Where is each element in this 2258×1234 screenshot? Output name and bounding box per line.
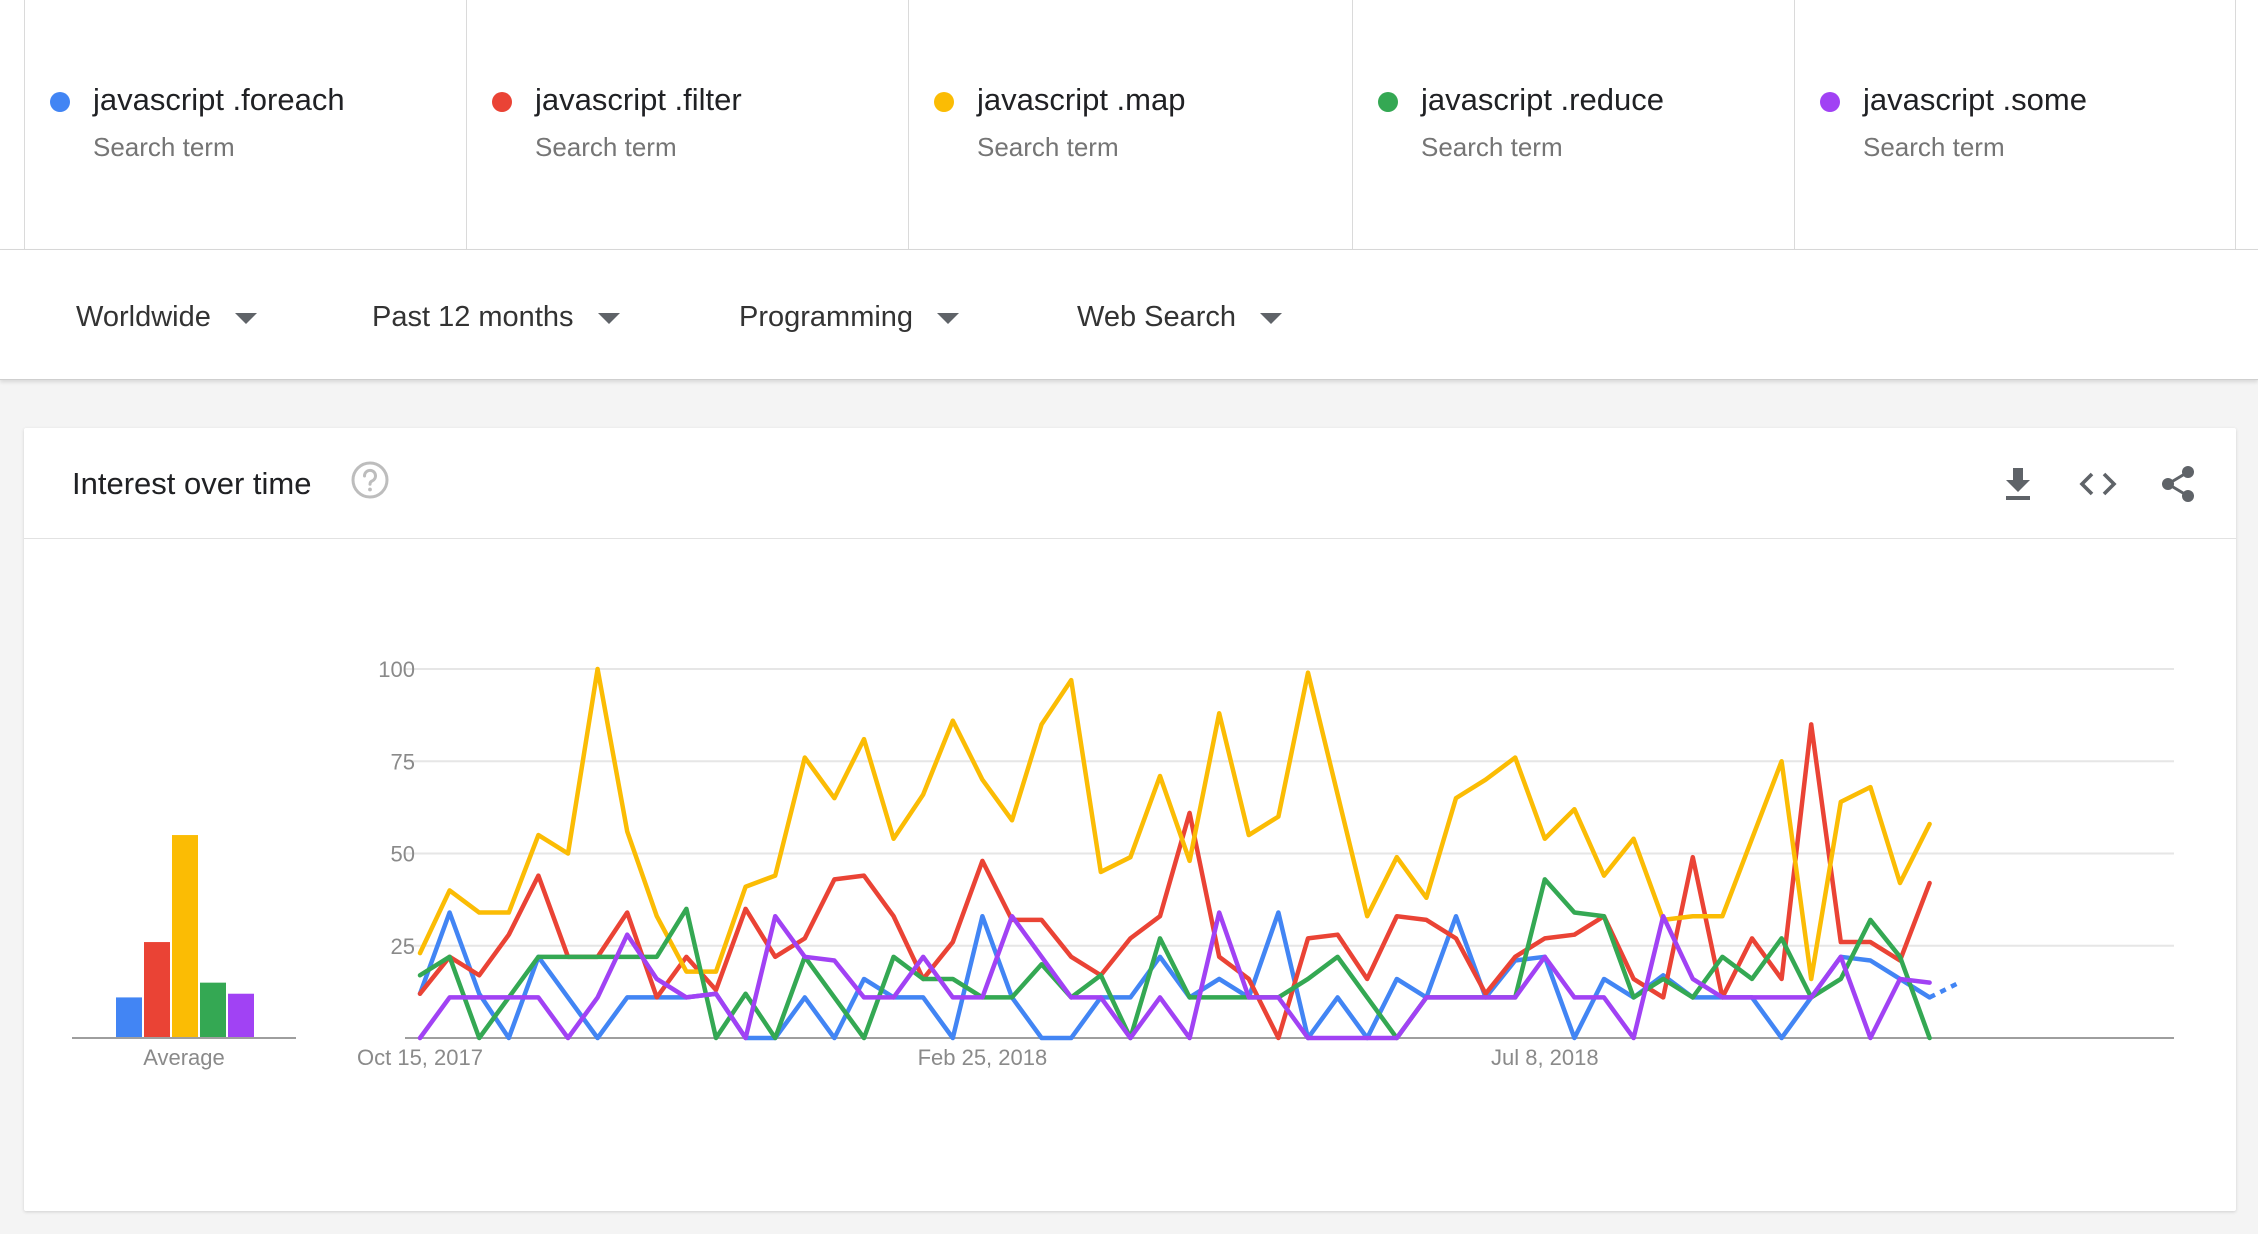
series-line-2 <box>417 722 1932 1041</box>
series-color-dot <box>1378 92 1398 112</box>
search-term-subtitle: Search term <box>1421 132 1563 162</box>
series-color-dot <box>50 92 70 112</box>
search-term-card-some[interactable]: javascript .some Search term <box>1794 0 2236 250</box>
search-term-name: javascript .map <box>977 82 1186 117</box>
search-term-name: javascript .filter <box>535 82 742 117</box>
average-bar-4 <box>200 982 226 1038</box>
series-color-dot <box>1820 92 1840 112</box>
search-term-subtitle: Search term <box>535 132 677 162</box>
y-tick-label: 50 <box>391 842 415 867</box>
search-terms-bar: javascript .foreach Search term javascri… <box>0 0 2258 250</box>
category-dropdown[interactable]: Programming <box>739 297 960 337</box>
caret-down-icon <box>234 312 257 324</box>
y-tick-label: 100 <box>378 657 415 682</box>
x-axis-ticks: Oct 15, 2017 Feb 25, 2018 Jul 8, 2018 <box>357 1045 1599 1070</box>
y-tick-label: 75 <box>391 749 415 774</box>
series-line-3 <box>417 666 1932 982</box>
search-type-dropdown[interactable]: Web Search <box>1077 297 1283 337</box>
series-color-dot <box>934 92 954 112</box>
series-color-dot <box>492 92 512 112</box>
series-partial-segment <box>1928 980 1961 1000</box>
help-icon[interactable] <box>350 460 390 500</box>
interest-over-time-widget: Interest over time Average 25 50 75 100 Oct… <box>24 428 2236 1211</box>
x-tick-label: Feb 25, 2018 <box>918 1045 1048 1070</box>
interest-chart: Average 25 50 75 100 Oct 15, 2017 Feb 25, 20… <box>72 657 2174 1070</box>
average-bar-2 <box>144 942 170 1038</box>
search-term-card-reduce[interactable]: javascript .reduce Search term <box>1352 0 1794 250</box>
filter-bar: Worldwide Past 12 months Programming Web… <box>0 250 2258 380</box>
time-range-dropdown[interactable]: Past 12 months <box>372 297 620 337</box>
search-term-subtitle: Search term <box>93 132 235 162</box>
series-line-4 <box>417 877 1932 1041</box>
search-term-name: javascript .reduce <box>1421 82 1664 117</box>
region-dropdown[interactable]: Worldwide <box>76 297 257 337</box>
category-label: Programming <box>739 300 914 333</box>
average-bar-5 <box>228 993 254 1038</box>
search-type-label: Web Search <box>1077 300 1237 333</box>
average-bar-chart <box>116 835 254 1038</box>
embed-code-icon[interactable] <box>2076 462 2120 506</box>
search-term-card-foreach[interactable]: javascript .foreach Search term <box>24 0 466 250</box>
widget-header: Interest over time <box>24 428 2236 539</box>
series-line-5 <box>417 910 1932 1041</box>
average-label: Average <box>143 1045 225 1070</box>
average-bar-1 <box>116 997 142 1038</box>
caret-down-icon <box>597 312 620 324</box>
search-term-subtitle: Search term <box>977 132 1119 162</box>
y-axis-ticks: 25 50 75 100 <box>378 657 415 959</box>
series-lines <box>417 666 1961 1041</box>
search-term-subtitle: Search term <box>1863 132 2005 162</box>
average-bar-3 <box>172 835 198 1038</box>
caret-down-icon <box>937 312 960 324</box>
search-term-card-map[interactable]: javascript .map Search term <box>908 0 1350 250</box>
search-term-name: javascript .some <box>1863 82 2087 117</box>
region-label: Worldwide <box>76 300 211 333</box>
download-icon[interactable] <box>1996 462 2040 506</box>
widget-title: Interest over time <box>72 466 312 501</box>
x-tick-label: Jul 8, 2018 <box>1491 1045 1599 1070</box>
x-tick-label: Oct 15, 2017 <box>357 1045 483 1070</box>
search-term-name: javascript .foreach <box>93 82 345 117</box>
time-range-label: Past 12 months <box>372 300 574 333</box>
search-term-card-filter[interactable]: javascript .filter Search term <box>466 0 908 250</box>
caret-down-icon <box>1260 312 1283 324</box>
y-tick-label: 25 <box>391 934 415 959</box>
share-icon[interactable] <box>2156 462 2200 506</box>
